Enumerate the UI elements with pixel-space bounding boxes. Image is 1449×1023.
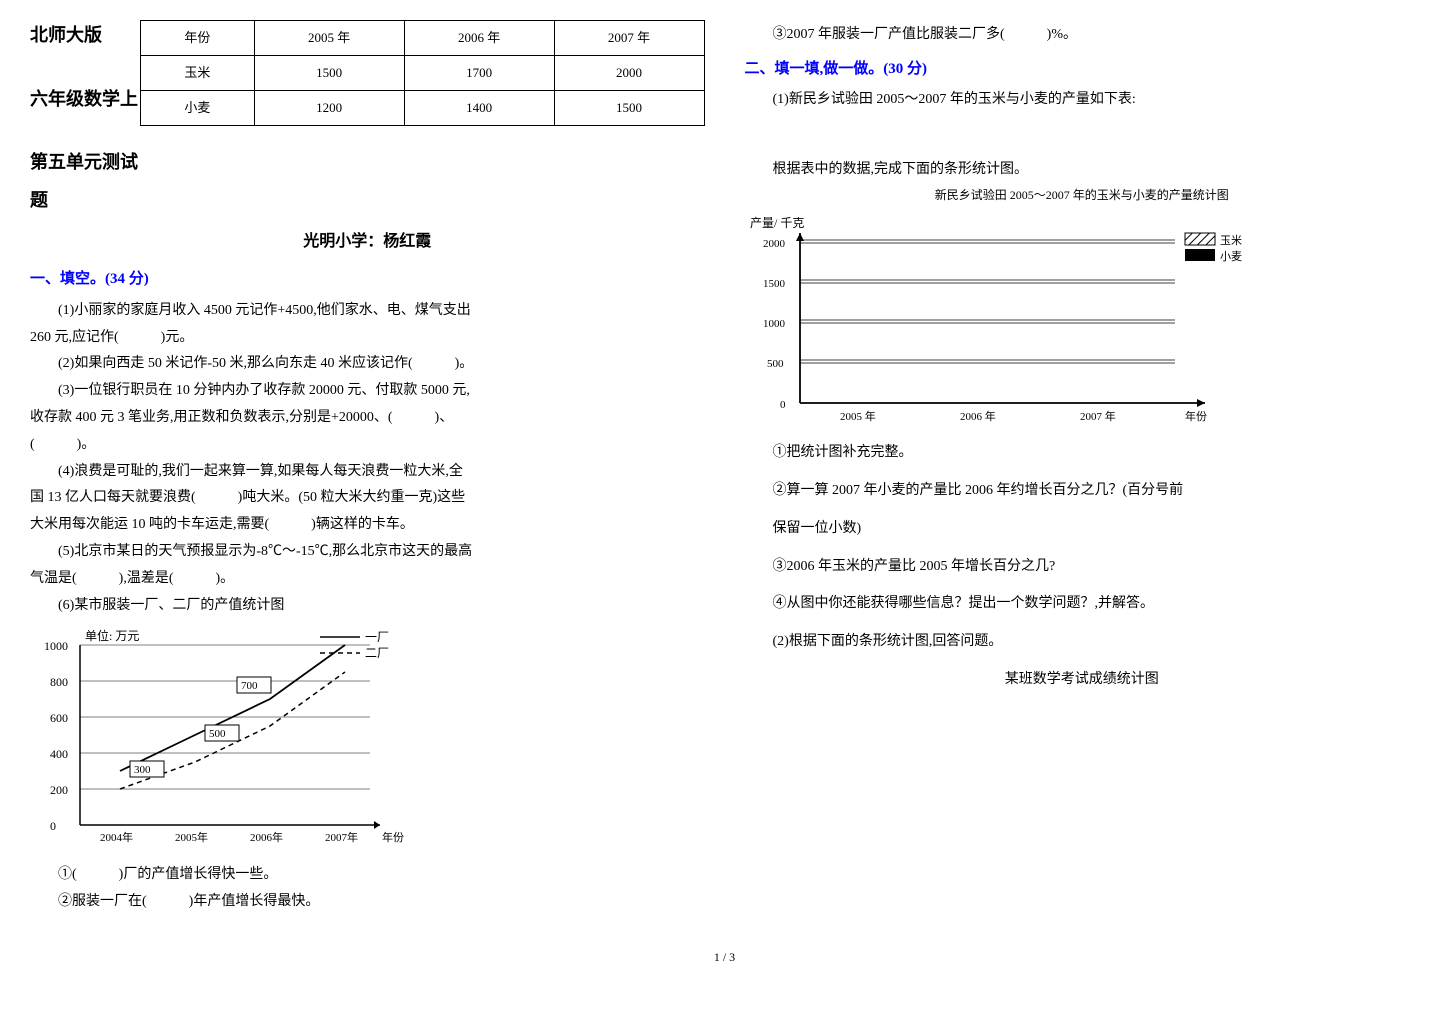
cell: 小麦 bbox=[141, 91, 255, 126]
q2: (2)如果向西走 50 米记作-50 米,那么向东走 40 米应该记作( )。 bbox=[30, 352, 705, 376]
ytick-0: 0 bbox=[50, 819, 56, 833]
legend-2: 二厂 bbox=[365, 646, 389, 660]
xlab-3: 2006年 bbox=[250, 830, 283, 844]
bx-axis: 年份 bbox=[1185, 409, 1207, 423]
right-column: ③2007 年服装一厂产值比服装二厂多( )%。 二、填一填,做一做。(30 分… bbox=[745, 20, 1420, 917]
r1-intro: (1)新民乡试验田 2005～2007 年的玉米与小麦的产量如下表: bbox=[745, 88, 1420, 112]
r2: (2)根据下面的条形统计图,回答问题。 bbox=[745, 630, 1420, 654]
q5-line1: (5)北京市某日的天气预报显示为-8℃～-15℃,那么北京市这天的最高 bbox=[30, 540, 705, 564]
cell: 年份 bbox=[141, 21, 255, 56]
side-title-3: 第五单元测试 bbox=[30, 147, 140, 178]
cell: 1700 bbox=[404, 56, 554, 91]
q1-line1: (1)小丽家的家庭月收入 4500 元记作+4500,他们家水、电、煤气支出 bbox=[30, 299, 705, 323]
cell: 1500 bbox=[254, 56, 404, 91]
ytick-4: 800 bbox=[50, 675, 68, 689]
page-number: 1 / 3 bbox=[30, 947, 1419, 967]
bx2: 2006 年 bbox=[960, 409, 996, 423]
table-row: 年份 2005 年 2006 年 2007 年 bbox=[141, 21, 705, 56]
q4-line3: 大米用每次能运 10 吨的卡车运走,需要( )辆这样的卡车。 bbox=[30, 513, 705, 537]
by0: 0 bbox=[780, 399, 786, 411]
q4-line1: (4)浪费是可耻的,我们一起来算一算,如果每人每天浪费一粒大米,全 bbox=[30, 460, 705, 484]
ytick-5: 1000 bbox=[44, 639, 68, 653]
xlab-4: 2007年 bbox=[325, 830, 358, 844]
rs2b: 保留一位小数) bbox=[773, 517, 1420, 541]
legend-1: 一厂 bbox=[365, 630, 389, 644]
y-label: 产量/ 千克 bbox=[750, 216, 804, 230]
q3-line3: ( )。 bbox=[30, 433, 705, 457]
r2-title: 某班数学考试成绩统计图 bbox=[745, 668, 1420, 692]
q3-line1: (3)一位银行职员在 10 分钟内办了收存款 20000 元、付取款 5000 … bbox=[30, 379, 705, 403]
section-two: 二、填一填,做一做。(30 分) bbox=[745, 57, 1420, 83]
xlab-1: 2004年 bbox=[100, 830, 133, 844]
data-table: 年份 2005 年 2006 年 2007 年 玉米 1500 1700 200… bbox=[140, 20, 705, 126]
line-chart-svg: 单位: 万元 一厂 二厂 0 200 bbox=[30, 625, 410, 855]
q4-line2: 国 13 亿人口每天就要浪费( )吨大米。(50 粒大米大约重一克)这些 bbox=[30, 486, 705, 510]
cell: 1200 bbox=[254, 91, 404, 126]
q6: (6)某市服装一厂、二厂的产值统计图 bbox=[30, 594, 705, 618]
table-row: 玉米 1500 1700 2000 bbox=[141, 56, 705, 91]
q3-line2: 收存款 400 元 3 笔业务,用正数和负数表示,分别是+20000、( )、 bbox=[30, 406, 705, 430]
bleg2: 小麦 bbox=[1220, 250, 1242, 263]
header-row-3: 第五单元测试 bbox=[30, 123, 705, 178]
cell: 2007 年 bbox=[554, 21, 704, 56]
annot-700: 700 bbox=[241, 680, 258, 692]
ytick-1: 200 bbox=[50, 783, 68, 797]
header-row-1: 北师大版 年份 2005 年 2006 年 2007 年 玉米 1500 170… bbox=[30, 20, 705, 126]
line-chart: 单位: 万元 一厂 二厂 0 200 bbox=[30, 625, 705, 855]
sub-q1: ①( )厂的产值增长得快一些。 bbox=[30, 863, 705, 887]
q1-line2: 260 元,应记作( )元。 bbox=[30, 326, 705, 350]
by3: 1500 bbox=[763, 278, 786, 290]
r1-after: 根据表中的数据,完成下面的条形统计图。 bbox=[745, 158, 1420, 182]
rs1: ①把统计图补充完整。 bbox=[745, 441, 1420, 465]
table-row: 小麦 1200 1400 1500 bbox=[141, 91, 705, 126]
bx3: 2007 年 bbox=[1080, 409, 1116, 423]
cell: 1500 bbox=[554, 91, 704, 126]
ytick-2: 400 bbox=[50, 747, 68, 761]
annot-300: 300 bbox=[134, 764, 151, 776]
sub-q3: ③2007 年服装一厂产值比服装二厂多( )%。 bbox=[745, 23, 1420, 47]
bar-chart: 产量/ 千克 0 500 1000 1500 2000 bbox=[745, 213, 1420, 433]
xlab-2: 2005年 bbox=[175, 830, 208, 844]
cell: 2006 年 bbox=[404, 21, 554, 56]
cell: 2000 bbox=[554, 56, 704, 91]
left-column: 北师大版 年份 2005 年 2006 年 2007 年 玉米 1500 170… bbox=[30, 20, 705, 917]
q5-line2: 气温是( ),温差是( )。 bbox=[30, 567, 705, 591]
ytick-3: 600 bbox=[50, 711, 68, 725]
by4: 2000 bbox=[763, 238, 786, 250]
side-title-1: 北师大版 bbox=[30, 20, 140, 51]
y-unit-label: 单位: 万元 bbox=[85, 628, 139, 643]
sub-q2: ②服装一厂在( )年产值增长得最快。 bbox=[30, 890, 705, 914]
bar-chart-svg: 产量/ 千克 0 500 1000 1500 2000 bbox=[745, 213, 1265, 433]
school-author: 光明小学：杨红霞 bbox=[30, 228, 705, 255]
by2: 1000 bbox=[763, 318, 786, 330]
x-axis-label: 年份 bbox=[382, 830, 404, 844]
annot-500: 500 bbox=[209, 728, 226, 740]
by1: 500 bbox=[767, 358, 784, 370]
bx1: 2005 年 bbox=[840, 409, 876, 423]
cell: 1400 bbox=[404, 91, 554, 126]
ti-char: 题 bbox=[30, 185, 705, 216]
rs4: ④从图中你还能获得哪些信息？提出一个数学问题？,并解答。 bbox=[773, 592, 1420, 616]
cell: 2005 年 bbox=[254, 21, 404, 56]
cell: 玉米 bbox=[141, 56, 255, 91]
rs3: ③2006 年玉米的产量比 2005 年增长百分之几? bbox=[773, 555, 1420, 579]
section-one: 一、填空。(34 分) bbox=[30, 267, 705, 293]
bar-chart-title: 新民乡试验田 2005～2007 年的玉米与小麦的产量统计图 bbox=[745, 185, 1420, 205]
bleg1: 玉米 bbox=[1220, 234, 1242, 247]
rs2: ②算一算 2007 年小麦的产量比 2006 年约增长百分之几？(百分号前 bbox=[773, 479, 1420, 503]
